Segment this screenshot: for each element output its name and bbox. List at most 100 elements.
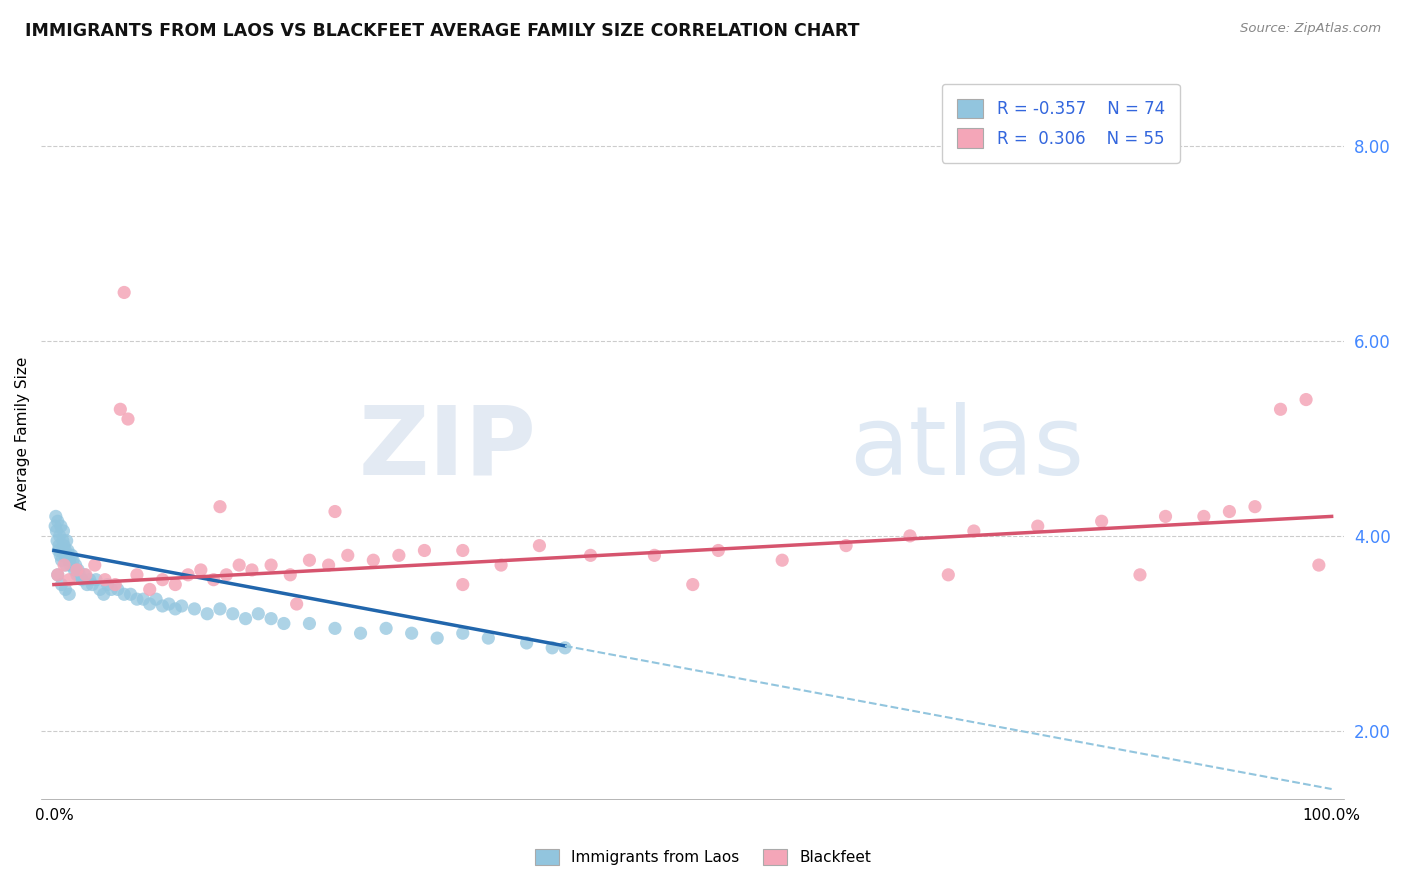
Point	[55, 533, 77, 548]
Point	[75, 567, 97, 582]
Legend: R = -0.357    N = 74, R =  0.306    N = 55: R = -0.357 N = 74, R = 0.306 N = 55	[942, 84, 1180, 162]
Point	[152, 573, 174, 587]
Point	[541, 640, 564, 655]
Point	[298, 616, 321, 631]
Point	[70, 573, 93, 587]
Text: atlas: atlas	[849, 401, 1084, 495]
Point	[100, 582, 122, 597]
Point	[93, 587, 115, 601]
Point	[58, 587, 80, 601]
Point	[117, 412, 139, 426]
Point	[190, 563, 212, 577]
Point	[44, 519, 66, 533]
Point	[770, 553, 793, 567]
Text: ZIP: ZIP	[359, 401, 536, 495]
Point	[46, 514, 69, 528]
Point	[52, 533, 75, 548]
Point	[401, 626, 423, 640]
Point	[52, 524, 75, 538]
Point	[579, 549, 602, 563]
Point	[112, 587, 135, 601]
Point	[936, 567, 959, 582]
Point	[183, 602, 205, 616]
Point	[51, 543, 73, 558]
Point	[65, 558, 87, 572]
Point	[56, 549, 79, 563]
Point	[112, 285, 135, 300]
Point	[53, 549, 76, 563]
Point	[45, 524, 67, 538]
Point	[202, 573, 225, 587]
Point	[1026, 519, 1049, 533]
Point	[195, 607, 218, 621]
Point	[298, 553, 321, 567]
Point	[59, 558, 82, 572]
Point	[56, 543, 79, 558]
Point	[165, 602, 187, 616]
Point	[55, 582, 77, 597]
Point	[1295, 392, 1317, 407]
Point	[215, 567, 238, 582]
Point	[451, 543, 474, 558]
Point	[529, 539, 551, 553]
Point	[49, 549, 72, 563]
Point	[152, 599, 174, 613]
Point	[94, 573, 117, 587]
Text: IMMIGRANTS FROM LAOS VS BLACKFEET AVERAGE FAMILY SIZE CORRELATION CHART: IMMIGRANTS FROM LAOS VS BLACKFEET AVERAG…	[25, 22, 860, 40]
Point	[1308, 558, 1330, 572]
Point	[67, 563, 90, 577]
Point	[477, 631, 499, 645]
Point	[240, 563, 263, 577]
Point	[53, 539, 76, 553]
Point	[451, 626, 474, 640]
Point	[375, 621, 398, 635]
Point	[51, 577, 73, 591]
Point	[138, 597, 160, 611]
Point	[145, 592, 167, 607]
Point	[235, 612, 257, 626]
Point	[132, 592, 155, 607]
Point	[682, 577, 704, 591]
Point	[138, 582, 160, 597]
Point	[104, 577, 127, 591]
Point	[51, 553, 73, 567]
Point	[1091, 514, 1114, 528]
Point	[53, 558, 76, 572]
Point	[73, 567, 96, 582]
Point	[643, 549, 665, 563]
Point	[96, 577, 118, 591]
Point	[489, 558, 512, 572]
Point	[208, 500, 231, 514]
Point	[260, 558, 283, 572]
Point	[69, 567, 91, 582]
Point	[55, 543, 77, 558]
Point	[260, 612, 283, 626]
Point	[48, 543, 70, 558]
Point	[323, 621, 346, 635]
Point	[228, 558, 250, 572]
Point	[336, 549, 359, 563]
Point	[426, 631, 449, 645]
Point	[63, 563, 86, 577]
Point	[1129, 567, 1152, 582]
Point	[60, 549, 83, 563]
Point	[363, 553, 385, 567]
Point	[222, 607, 245, 621]
Point	[45, 509, 67, 524]
Point	[76, 577, 98, 591]
Point	[318, 558, 340, 572]
Point	[66, 567, 89, 582]
Point	[273, 616, 295, 631]
Point	[125, 567, 148, 582]
Y-axis label: Average Family Size: Average Family Size	[15, 357, 30, 510]
Point	[451, 577, 474, 591]
Point	[48, 539, 70, 553]
Point	[110, 402, 132, 417]
Point	[208, 602, 231, 616]
Legend: Immigrants from Laos, Blackfeet: Immigrants from Laos, Blackfeet	[529, 843, 877, 871]
Point	[707, 543, 730, 558]
Text: Source: ZipAtlas.com: Source: ZipAtlas.com	[1240, 22, 1381, 36]
Point	[46, 533, 69, 548]
Point	[835, 539, 858, 553]
Point	[278, 567, 301, 582]
